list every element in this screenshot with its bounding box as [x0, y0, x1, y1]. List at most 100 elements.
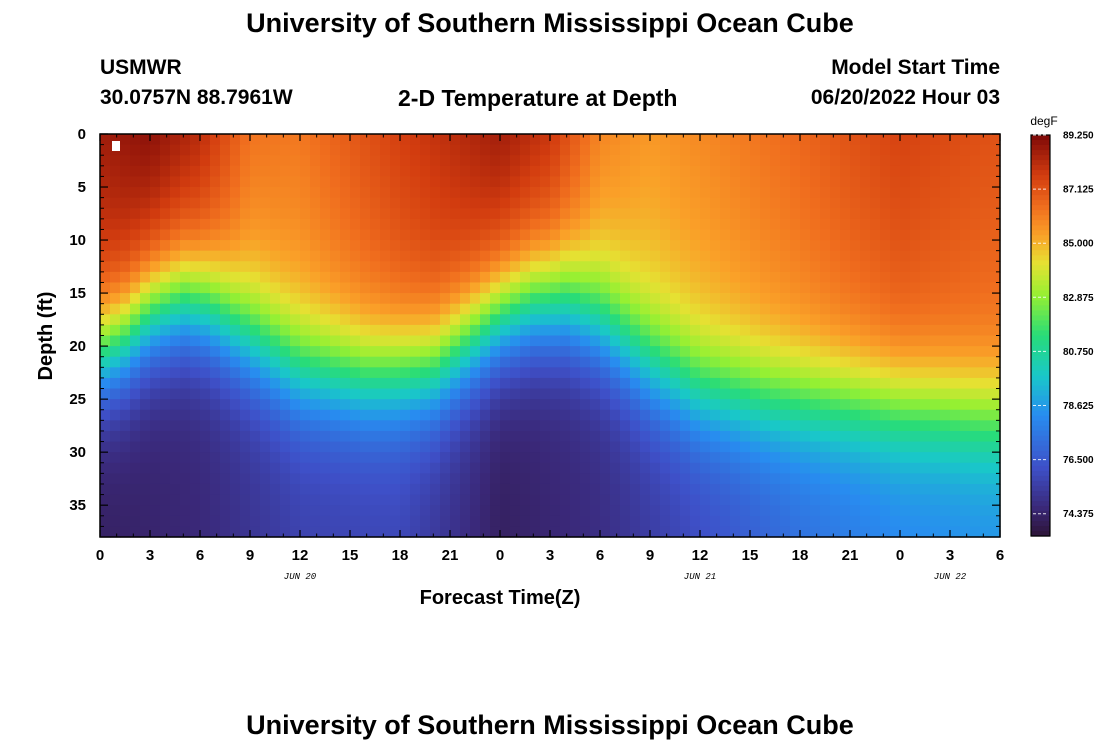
heatmap-cell [460, 240, 471, 252]
heatmap-cell [940, 208, 951, 220]
heatmap-cell [490, 271, 501, 284]
temperature-depth-chart: 0 3 6 9 12 15 18 21 0 3 6 9 12 15 18 21 0 3 60510152025303… [35, 114, 1094, 609]
heatmap-cell [210, 377, 221, 390]
heatmap-cell [970, 208, 981, 220]
heatmap-cell [460, 420, 471, 432]
heatmap-cell [980, 240, 991, 252]
heatmap-cell [340, 282, 351, 294]
heatmap-cell [260, 494, 271, 506]
heatmap-cell [440, 483, 451, 496]
heatmap-cell [360, 250, 371, 262]
heatmap-cell [980, 494, 991, 506]
heatmap-cell [140, 144, 151, 156]
colorbar-segment [1031, 470, 1050, 477]
heatmap-cell [560, 240, 571, 252]
heatmap-cell [560, 197, 571, 209]
heatmap-cell [250, 240, 261, 252]
heatmap-cell [120, 250, 131, 262]
heatmap-cell [610, 452, 621, 464]
heatmap-cell [300, 250, 311, 262]
heatmap-cell [190, 377, 201, 390]
heatmap-cell [910, 462, 921, 474]
heatmap-cell [300, 271, 311, 284]
heatmap-cell [980, 441, 991, 453]
heatmap-cell [450, 399, 461, 411]
heatmap-cell [400, 335, 411, 347]
heatmap-cell [370, 420, 381, 432]
heatmap-cell [210, 293, 221, 305]
heatmap-cell [140, 420, 151, 432]
heatmap-cell [970, 261, 981, 273]
heatmap-cell [390, 399, 401, 411]
heatmap-cell [640, 187, 651, 199]
heatmap-cell [750, 144, 761, 156]
heatmap-cell [940, 452, 951, 464]
heatmap-cell [370, 409, 381, 421]
heatmap-cell [910, 282, 921, 294]
heatmap-cell [380, 229, 391, 241]
heatmap-cell [540, 303, 551, 315]
heatmap-cell [740, 271, 751, 284]
heatmap-cell [360, 134, 371, 146]
heatmap-cell [630, 483, 641, 496]
heatmap-cell [710, 134, 721, 146]
colorbar-tick-label: 78.625 [1063, 401, 1094, 412]
colorbar-segment [1031, 455, 1050, 462]
heatmap-cell [520, 134, 531, 146]
heatmap-cell [580, 346, 591, 358]
heatmap-cell [320, 303, 331, 315]
heatmap-cell [980, 293, 991, 305]
chart-title: 2-D Temperature at Depth [398, 85, 678, 111]
heatmap-cell [320, 399, 331, 411]
heatmap-cell [340, 197, 351, 209]
colorbar-segment [1031, 520, 1050, 527]
heatmap-cell [360, 144, 371, 156]
heatmap-cell [240, 261, 251, 273]
heatmap-cell [240, 473, 251, 485]
heatmap-cell [170, 409, 181, 421]
heatmap-cell [200, 377, 211, 390]
heatmap-cell [230, 282, 241, 294]
heatmap-cell [100, 388, 111, 400]
heatmap-cell [570, 134, 581, 146]
heatmap-cell [160, 388, 171, 400]
heatmap-cell [670, 282, 681, 294]
heatmap-cell [350, 324, 361, 337]
heatmap-cell [700, 240, 711, 252]
heatmap-cell [740, 346, 751, 358]
heatmap-cell [860, 271, 871, 284]
heatmap-cell [990, 208, 1001, 220]
heatmap-cell [720, 240, 731, 252]
heatmap-cell [370, 165, 381, 178]
heatmap-cell [590, 155, 601, 167]
heatmap-cell [870, 505, 881, 517]
heatmap-cell [590, 420, 601, 432]
heatmap-cell [470, 293, 481, 305]
heatmap-cell [170, 165, 181, 178]
heatmap-cell [130, 250, 141, 262]
heatmap-cell [460, 335, 471, 347]
heatmap-cell [250, 483, 261, 496]
heatmap-cell [520, 452, 531, 464]
heatmap-cell [730, 261, 741, 273]
heatmap-cell [530, 452, 541, 464]
heatmap-cell [630, 229, 641, 241]
heatmap-cell [490, 165, 501, 178]
heatmap-cell [680, 399, 691, 411]
heatmap-cell [180, 377, 191, 390]
heatmap-cell [740, 250, 751, 262]
heatmap-cell [540, 526, 551, 538]
heatmap-cell [900, 187, 911, 199]
heatmap-cell [190, 208, 201, 220]
heatmap-cell [990, 314, 1001, 326]
heatmap-cell [980, 515, 991, 527]
heatmap-cell [600, 250, 611, 262]
heatmap-cell [280, 165, 291, 178]
heatmap-cell [230, 526, 241, 538]
heatmap-cell [530, 229, 541, 241]
heatmap-cell [840, 282, 851, 294]
heatmap-cell [140, 240, 151, 252]
heatmap-cell [460, 346, 471, 358]
heatmap-cell [740, 388, 751, 400]
heatmap-cell [590, 229, 601, 241]
